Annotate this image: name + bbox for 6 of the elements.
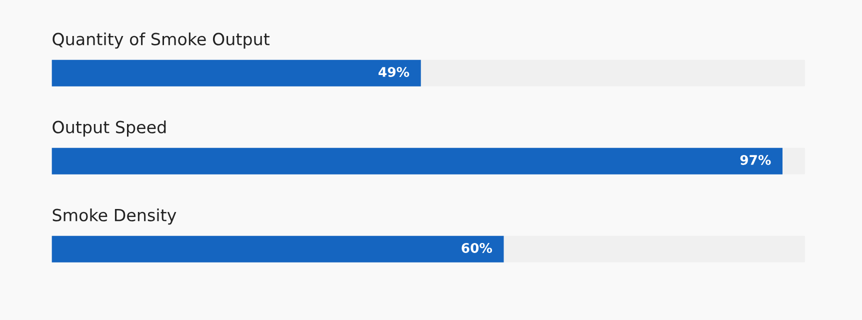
y-tick-label: Output Speed	[52, 120, 166, 137]
data-label: 60%	[462, 242, 492, 253]
y-tick-label: Smoke Density	[52, 208, 176, 225]
y-tick-label: Quantity of Smoke Output	[52, 32, 270, 49]
data-label: 97%	[740, 154, 771, 165]
data-label: 49%	[378, 66, 410, 77]
